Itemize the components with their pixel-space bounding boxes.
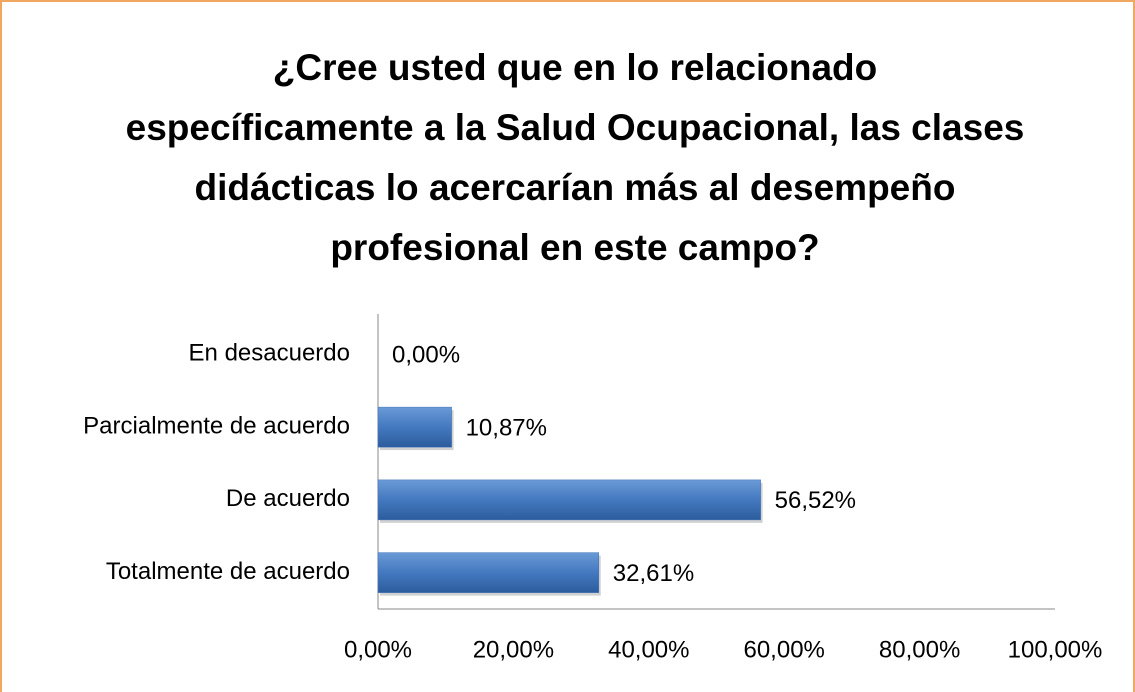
x-tick-label: 40,00%	[608, 636, 689, 663]
x-tick-label: 80,00%	[879, 636, 960, 663]
x-tick-label: 60,00%	[743, 636, 824, 663]
data-label: 10,87%	[466, 414, 547, 441]
y-tick-label: De acuerdo	[226, 485, 350, 512]
x-tick-label: 0,00%	[344, 636, 412, 663]
chart-title: ¿Cree usted que en lo relacionado especí…	[125, 47, 1025, 268]
data-label: 0,00%	[392, 342, 460, 369]
y-tick-label: En desacuerdo	[189, 340, 350, 367]
x-tick-label: 100,00%	[1008, 636, 1103, 663]
bar	[377, 406, 452, 448]
y-tick-label: Parcialmente de acuerdo	[83, 412, 350, 439]
bar	[377, 552, 600, 593]
bar	[377, 479, 761, 521]
x-tick-label: 20,00%	[473, 636, 554, 663]
data-label: 32,61%	[613, 560, 694, 587]
data-label: 56,52%	[775, 487, 856, 514]
y-tick-label: Totalmente de acuerdo	[106, 558, 350, 585]
